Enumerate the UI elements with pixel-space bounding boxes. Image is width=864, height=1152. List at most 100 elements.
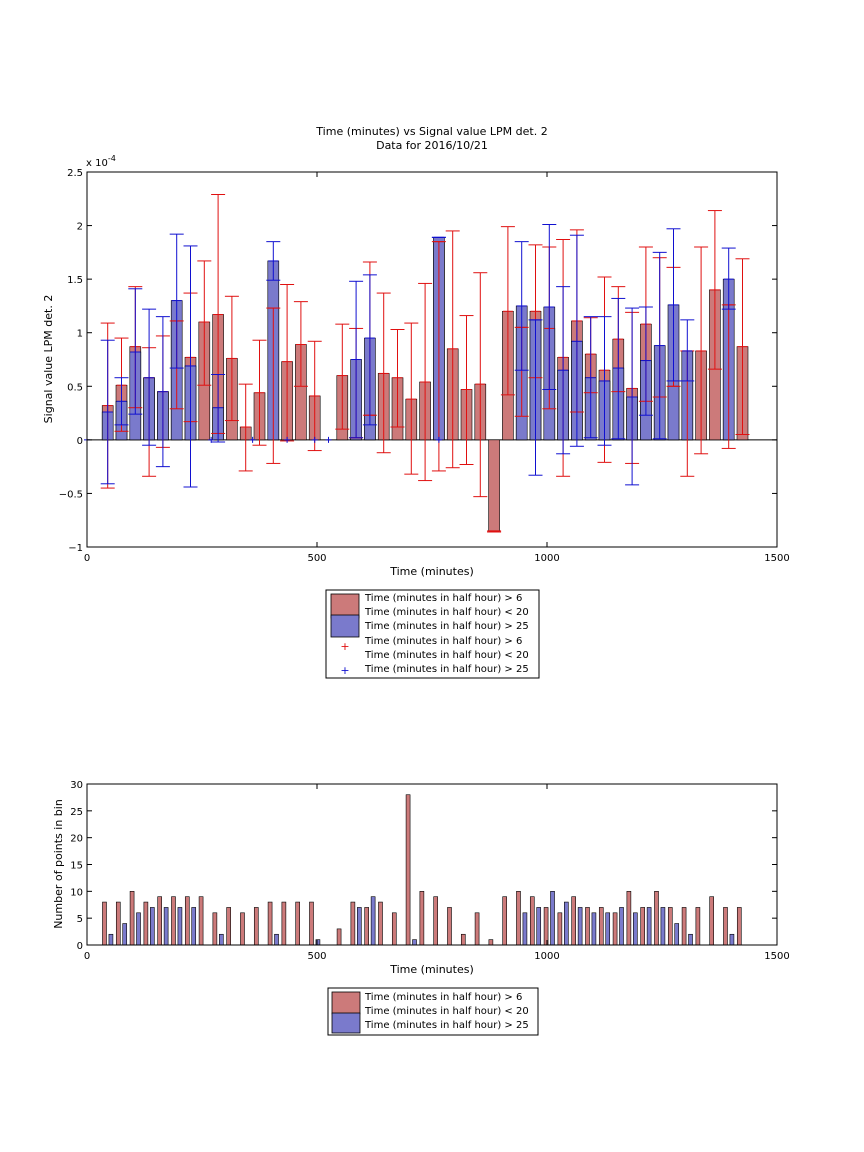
- blue-count-bar: [688, 933, 693, 946]
- blue-count-bar: [674, 923, 680, 946]
- y-tick-label: 0: [77, 941, 83, 952]
- signal-legend: + + Time (minutes in half hour) > 6 Time…: [325, 589, 540, 679]
- y-tick-label: 10: [70, 887, 83, 898]
- blue-count-bar: [219, 933, 224, 946]
- legend-swatch-blue: [330, 614, 360, 638]
- x-tick-label: 1500: [764, 951, 789, 962]
- legend-entry: Time (minutes in half hour) > 25: [364, 664, 529, 675]
- blue-count-bar: [357, 907, 362, 946]
- x-tick-label: 0: [84, 951, 90, 962]
- red-count-bar: [667, 907, 673, 946]
- count-axes-frame: [86, 783, 778, 946]
- red-count-bar: [171, 896, 176, 946]
- count-plot-area: [102, 794, 742, 946]
- red-count-bar: [129, 891, 135, 946]
- red-count-bar: [350, 901, 356, 946]
- y-tick-label: −1: [68, 543, 83, 554]
- red-count-bar: [516, 891, 521, 946]
- blue-count-bar: [191, 907, 197, 946]
- legend-entry: Time (minutes in half hour) < 20: [364, 650, 529, 661]
- blue-count-bar: [370, 896, 376, 946]
- count-legend: Time (minutes in half hour) > 6 Time (mi…: [327, 987, 539, 1036]
- red-count-bar: [557, 912, 563, 946]
- y-tick-label: 2: [77, 222, 83, 233]
- red-count-bar: [184, 896, 190, 946]
- y-exponent-power: -4: [108, 154, 116, 163]
- red-count-bar: [488, 939, 494, 946]
- y-exponent: x 10-4: [86, 154, 116, 169]
- red-count-bar: [681, 907, 687, 946]
- x-tick-label: 500: [307, 951, 326, 962]
- legend-entry: Time (minutes in half hour) > 25: [364, 1020, 529, 1031]
- y-tick-label: 20: [70, 834, 83, 845]
- y-tick-label: 5: [77, 914, 83, 925]
- red-count-bar: [226, 907, 231, 946]
- x-tick-label: 1000: [534, 951, 559, 962]
- signal-axes-frame: [86, 171, 778, 548]
- count-axes: 0 500 1000 1500 0 5 10 15 20 25 30: [70, 780, 789, 962]
- blue-count-bar: [605, 912, 611, 946]
- red-count-bar: [378, 901, 383, 946]
- red-count-bar: [447, 907, 452, 946]
- signal-plot-area: [84, 194, 777, 533]
- red-count-bar: [143, 901, 149, 946]
- blue-count-bar: [564, 901, 569, 946]
- y-tick-label: 1.5: [67, 275, 83, 286]
- red-count-bar: [695, 907, 701, 946]
- x-tick-label: 1000: [534, 553, 559, 564]
- red-count-bar: [543, 907, 549, 946]
- red-count-bar: [419, 891, 425, 946]
- x-axis-label: Time (minutes): [389, 963, 474, 976]
- blue-count-bar: [729, 933, 735, 946]
- blue-count-bar: [150, 907, 155, 946]
- red-count-bar: [281, 901, 287, 946]
- blue-count-bar: [522, 912, 528, 946]
- red-count-bar: [198, 896, 204, 946]
- chart-title: Time (minutes) vs Signal value LPM det. …: [315, 125, 547, 138]
- y-exponent-base: x 10: [86, 158, 108, 169]
- legend-box: [325, 589, 540, 679]
- blue-count-bar: [122, 923, 128, 946]
- y-tick-label: 25: [70, 807, 83, 818]
- y-tick-label: 0.5: [67, 382, 83, 393]
- red-count-bar: [626, 891, 632, 946]
- blue-count-bar: [177, 907, 183, 946]
- blue-count-bar: [591, 912, 597, 946]
- red-count-bar: [585, 907, 590, 946]
- blue-count-bar: [646, 907, 652, 946]
- red-count-bar: [157, 896, 162, 946]
- y-tick-label: 2.5: [67, 168, 83, 179]
- legend-swatch-blue: [331, 1012, 361, 1034]
- legend-entry: Time (minutes in half hour) < 20: [364, 1006, 529, 1017]
- y-axis-label: Signal value LPM det. 2: [42, 295, 55, 424]
- red-count-bar: [598, 907, 604, 946]
- y-tick-label: −0.5: [59, 489, 83, 500]
- red-count-bar: [474, 912, 480, 946]
- signal-axes: 0 500 1000 1500 −1 −0.5 0 0.5 1 1.5 2 2.5: [59, 168, 790, 564]
- red-count-bar: [309, 901, 314, 946]
- red-count-bar: [529, 896, 535, 946]
- y-tick-label: 0: [77, 436, 83, 447]
- red-count-bar: [654, 891, 659, 946]
- red-count-bar: [502, 896, 507, 946]
- chart-subtitle: Data for 2016/10/21: [376, 139, 488, 152]
- red-count-bar: [212, 912, 218, 946]
- red-count-bar: [736, 907, 742, 946]
- legend-swatch-red: [330, 593, 360, 619]
- red-count-bar: [391, 912, 397, 946]
- legend-entry: Time (minutes in half hour) > 6: [364, 992, 522, 1003]
- red-count-bar: [433, 896, 438, 946]
- legend-entry: Time (minutes in half hour) < 20: [364, 607, 529, 618]
- blue-count-bar: [412, 939, 417, 946]
- legend-entry: Time (minutes in half hour) > 6: [364, 636, 522, 647]
- red-count-bar: [460, 933, 466, 946]
- blue-count-bar: [536, 907, 542, 946]
- red-signal-bar: [488, 439, 500, 532]
- legend-box: [327, 987, 539, 1036]
- red-count-bar: [571, 896, 576, 946]
- blue-count-bar: [163, 907, 169, 946]
- blue-count-bar: [274, 933, 279, 946]
- legend-swatch-red: [331, 991, 361, 1015]
